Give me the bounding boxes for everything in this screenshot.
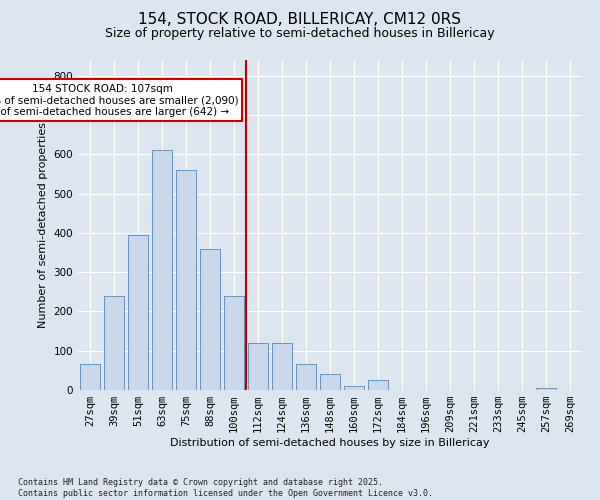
Bar: [104, 296, 124, 390]
Y-axis label: Number of semi-detached properties: Number of semi-detached properties: [38, 122, 48, 328]
Bar: [368, 380, 388, 390]
Bar: [248, 343, 268, 390]
Bar: [536, 388, 556, 390]
Text: Contains HM Land Registry data © Crown copyright and database right 2025.
Contai: Contains HM Land Registry data © Crown c…: [18, 478, 433, 498]
X-axis label: Distribution of semi-detached houses by size in Billericay: Distribution of semi-detached houses by …: [170, 438, 490, 448]
Bar: [176, 170, 196, 390]
Bar: [224, 296, 244, 390]
Bar: [128, 235, 148, 390]
Text: 154, STOCK ROAD, BILLERICAY, CM12 0RS: 154, STOCK ROAD, BILLERICAY, CM12 0RS: [139, 12, 461, 28]
Bar: [152, 150, 172, 390]
Text: Size of property relative to semi-detached houses in Billericay: Size of property relative to semi-detach…: [105, 28, 495, 40]
Bar: [320, 374, 340, 390]
Text: 154 STOCK ROAD: 107sqm
← 76% of semi-detached houses are smaller (2,090)
23% of : 154 STOCK ROAD: 107sqm ← 76% of semi-det…: [0, 84, 238, 117]
Bar: [344, 386, 364, 390]
Bar: [80, 364, 100, 390]
Bar: [296, 364, 316, 390]
Bar: [200, 248, 220, 390]
Bar: [272, 343, 292, 390]
